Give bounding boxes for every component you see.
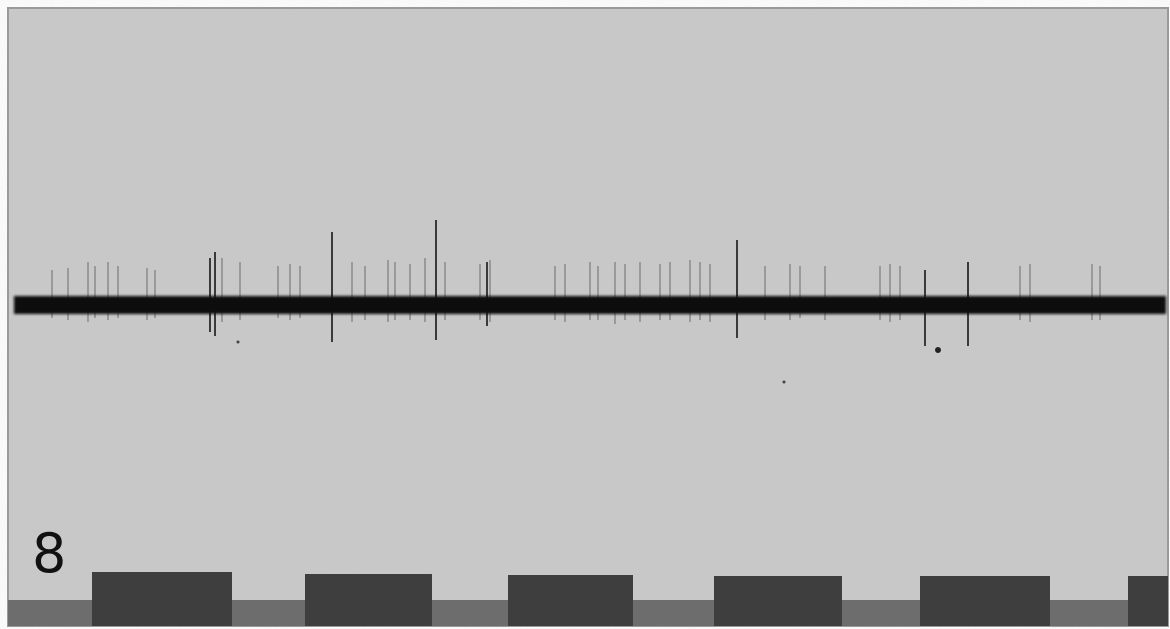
time-marker (305, 574, 432, 626)
spikes-faint (51, 258, 1101, 324)
baseline-trace (14, 296, 1166, 314)
speck (236, 340, 240, 344)
film-grain (8, 8, 1168, 626)
time-marker (92, 572, 232, 626)
panel-label: 8 (32, 522, 66, 585)
time-marker (920, 576, 1050, 626)
time-markers (92, 572, 1168, 626)
speck (935, 347, 941, 353)
time-marker (1128, 576, 1168, 626)
time-marker (508, 575, 633, 626)
time-marker (714, 576, 842, 626)
speck (782, 380, 786, 384)
